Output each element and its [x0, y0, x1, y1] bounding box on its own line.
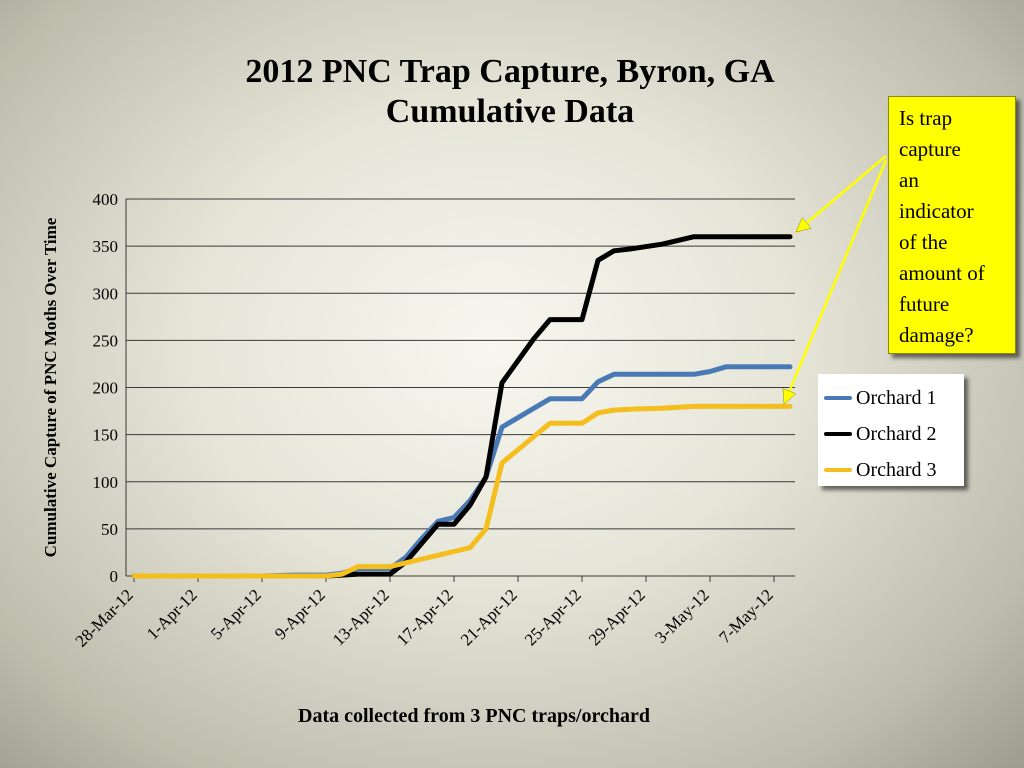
x-tick-label: 9-Apr-12	[271, 585, 329, 643]
y-tick-label: 150	[93, 426, 119, 445]
chart-title: 2012 PNC Trap Capture, Byron, GA Cumulat…	[150, 52, 870, 132]
y-tick-label: 350	[93, 237, 119, 256]
legend-item-orchard-3: Orchard 3	[824, 452, 964, 488]
y-tick-label: 300	[93, 284, 119, 303]
x-tick-label: 13-Apr-12	[329, 585, 393, 649]
x-tick-label: 21-Apr-12	[457, 585, 521, 649]
x-tick-label: 29-Apr-12	[585, 585, 649, 649]
legend-label: Orchard 1	[856, 386, 937, 409]
title-line-2: Cumulative Data	[385, 93, 635, 130]
callout-line: capture	[899, 137, 961, 161]
y-tick-label: 400	[93, 190, 119, 209]
callout-line: future	[899, 292, 950, 316]
series-line-orchard-3	[131, 403, 793, 579]
x-tick-label: 25-Apr-12	[521, 585, 585, 649]
x-tick-label: 28-Mar-12	[72, 585, 137, 650]
legend-label: Orchard 3	[856, 458, 937, 481]
callout-line: damage?	[899, 323, 974, 347]
x-axis-title: Data collected from 3 PNC traps/orchard	[298, 705, 650, 727]
y-tick-label: 0	[110, 567, 119, 586]
x-tick-label: 17-Apr-12	[393, 585, 457, 649]
legend: Orchard 1 Orchard 2 Orchard 3	[818, 374, 964, 486]
callout-arrow	[782, 159, 888, 405]
legend-label: Orchard 2	[856, 422, 937, 445]
x-tick-label: 7-May-12	[715, 585, 777, 647]
y-tick-label: 50	[101, 520, 118, 539]
legend-item-orchard-2: Orchard 2	[824, 416, 964, 452]
arrowhead	[795, 217, 812, 233]
x-tick-label: 5-Apr-12	[207, 585, 265, 643]
callout-box: Is trap capture an indicator of the amou…	[888, 96, 1016, 354]
x-tick-label: 1-Apr-12	[143, 585, 201, 643]
legend-swatch	[824, 432, 852, 436]
y-tick-label: 250	[93, 331, 119, 350]
x-tick-label: 3-May-12	[651, 585, 713, 647]
y-tick-label: 100	[93, 473, 119, 492]
series-line-orchard-1	[131, 364, 793, 579]
legend-swatch	[824, 396, 852, 400]
y-tick-label: 200	[93, 379, 119, 398]
callout-line: of the	[899, 230, 948, 254]
callout-line: Is trap	[899, 106, 953, 130]
legend-swatch	[824, 468, 852, 472]
callout-arrow	[795, 155, 887, 233]
callout-line: amount of	[899, 261, 985, 285]
legend-item-orchard-1: Orchard 1	[824, 380, 964, 416]
title-line-1: 2012 PNC Trap Capture, Byron, GA	[245, 53, 775, 90]
y-axis-title: Cumulative Capture of PNC Moths Over Tim…	[41, 217, 60, 557]
arrowhead	[782, 387, 797, 405]
callout-line: an	[899, 168, 919, 192]
callout-line: indicator	[899, 199, 974, 223]
